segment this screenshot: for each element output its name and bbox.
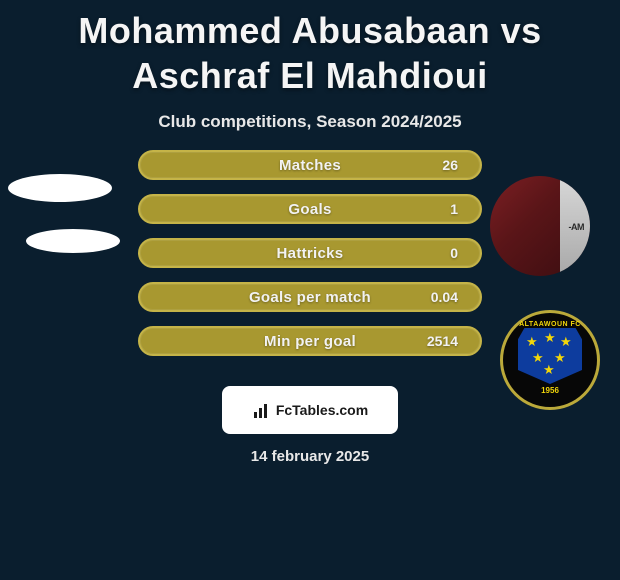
stat-row-hattricks: Hattricks 0 xyxy=(138,238,482,268)
star-icon: ★ xyxy=(543,362,555,378)
stat-value: 0 xyxy=(450,245,458,261)
left-ellipse-2 xyxy=(26,229,120,253)
stat-value: 26 xyxy=(442,157,458,173)
badge-shield: ★ ★ ★ ★ ★ ★ xyxy=(518,328,582,384)
stat-label: Matches xyxy=(279,157,341,174)
date-text: 14 february 2025 xyxy=(0,434,620,465)
star-icon: ★ xyxy=(526,334,538,350)
stat-row-mpg: Min per goal 2514 xyxy=(138,326,482,356)
stat-value: 0.04 xyxy=(431,289,458,305)
stat-row-gpm: Goals per match 0.04 xyxy=(138,282,482,312)
star-icon: ★ xyxy=(544,330,556,346)
stat-row-goals: Goals 1 xyxy=(138,194,482,224)
footer-brand-text: FcTables.com xyxy=(276,402,368,418)
stat-label: Goals xyxy=(288,201,331,218)
star-icon: ★ xyxy=(554,350,566,366)
stat-value: 1 xyxy=(450,201,458,217)
avatar-image: -AM xyxy=(490,176,590,276)
star-icon: ★ xyxy=(560,334,572,350)
avatar-text: -AM xyxy=(569,222,585,232)
page-title: Mohammed Abusabaan vs Aschraf El Mahdiou… xyxy=(0,0,620,98)
star-icon: ★ xyxy=(532,350,544,366)
badge-top-text: ALTAAWOUN FC xyxy=(519,321,581,328)
stat-value: 2514 xyxy=(427,333,458,349)
subtitle: Club competitions, Season 2024/2025 xyxy=(0,98,620,150)
player-avatar: -AM xyxy=(490,176,590,276)
bars-icon xyxy=(252,400,272,420)
club-badge: ALTAAWOUN FC ★ ★ ★ ★ ★ ★ 1956 xyxy=(500,310,600,410)
badge-bottom-text: 1956 xyxy=(541,386,559,395)
stat-label: Goals per match xyxy=(249,289,371,306)
stat-label: Hattricks xyxy=(277,245,344,262)
left-ellipse-1 xyxy=(8,174,112,202)
footer-brand-box: FcTables.com xyxy=(222,386,398,434)
stat-row-matches: Matches 26 xyxy=(138,150,482,180)
stat-label: Min per goal xyxy=(264,333,356,350)
